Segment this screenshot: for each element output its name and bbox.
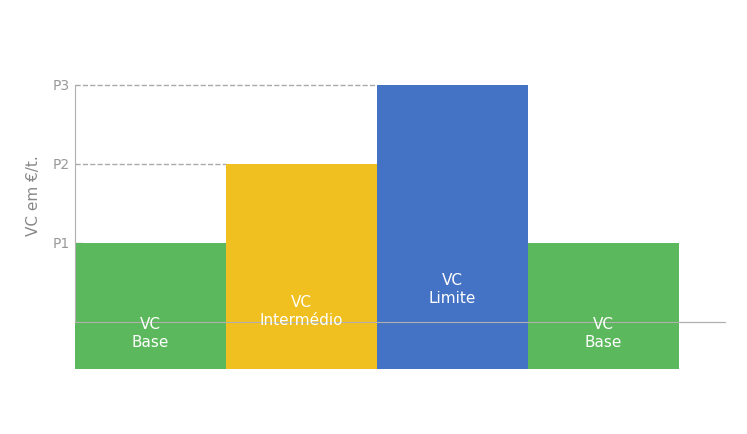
Bar	[528, 243, 679, 369]
Bar	[75, 243, 226, 369]
Text: VC
Limite: VC Limite	[429, 273, 477, 306]
Text: VC
Base: VC Base	[131, 317, 169, 350]
Bar	[377, 85, 528, 369]
Y-axis label: VC em €/t.: VC em €/t.	[26, 155, 42, 236]
Text: VC
Intermédio: VC Intermédio	[260, 295, 343, 328]
Text: VC
Base: VC Base	[585, 317, 622, 350]
Bar	[226, 164, 377, 369]
X-axis label: Performance em kg/hab/ano: Performance em kg/hab/ano	[291, 352, 509, 367]
